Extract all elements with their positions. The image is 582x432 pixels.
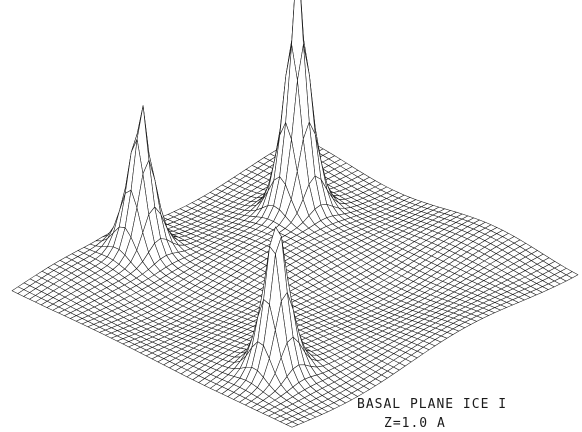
caption-title: BASAL PLANE ICE I [357,397,508,412]
mesh-cell [285,421,299,428]
caption-depth: Z=1.0 A [384,416,446,431]
surface-mesh [11,0,579,428]
